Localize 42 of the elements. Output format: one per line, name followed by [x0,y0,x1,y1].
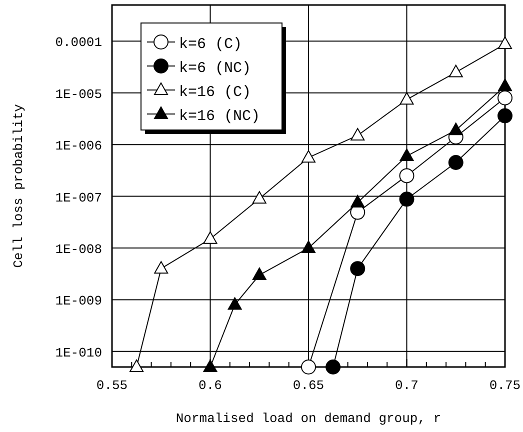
point [350,261,366,276]
point [498,108,512,124]
point [448,122,463,136]
x-tick-label: 0.75 [489,378,521,393]
y-tick-label: 1E-007 [55,190,102,206]
point [130,360,144,372]
point [228,297,242,310]
legend-label: k=16 (C) [179,84,252,101]
point [498,36,512,50]
point [498,90,512,106]
y-tick-label: 0.0001 [55,35,102,50]
point [400,92,414,105]
point [252,191,266,204]
y-tick-label: 1E-010 [55,345,102,360]
point [350,128,365,140]
point [448,64,463,78]
y-tick-label: 1E-006 [55,138,102,154]
point [498,78,512,92]
x-tick-label: 0.7 [395,378,418,393]
point [302,150,316,163]
y-tick-label: 1E-005 [55,86,102,102]
y-tick-label: 1E-008 [55,242,102,258]
point [326,360,341,374]
point [399,168,414,184]
point [302,240,316,254]
point [399,192,414,207]
x-tick-label: 0.6 [198,378,222,393]
y-axis-title: Cell loss probability [11,104,26,268]
point [448,155,464,170]
legend-label: k=6 (C) [179,36,242,53]
point [301,360,316,374]
x-axis-title: Normalised load on demand group, r [176,411,442,426]
point [400,148,414,162]
y-tick-label: 1E-009 [55,294,102,309]
x-tick-label: 0.65 [292,378,324,393]
point [252,268,266,280]
legend-label: k=16 (NC) [179,108,260,125]
point [203,231,218,244]
legend-label: k=6 (NC) [179,60,252,77]
point [154,261,168,274]
point [350,194,365,208]
x-tick-label: 0.55 [96,378,128,393]
